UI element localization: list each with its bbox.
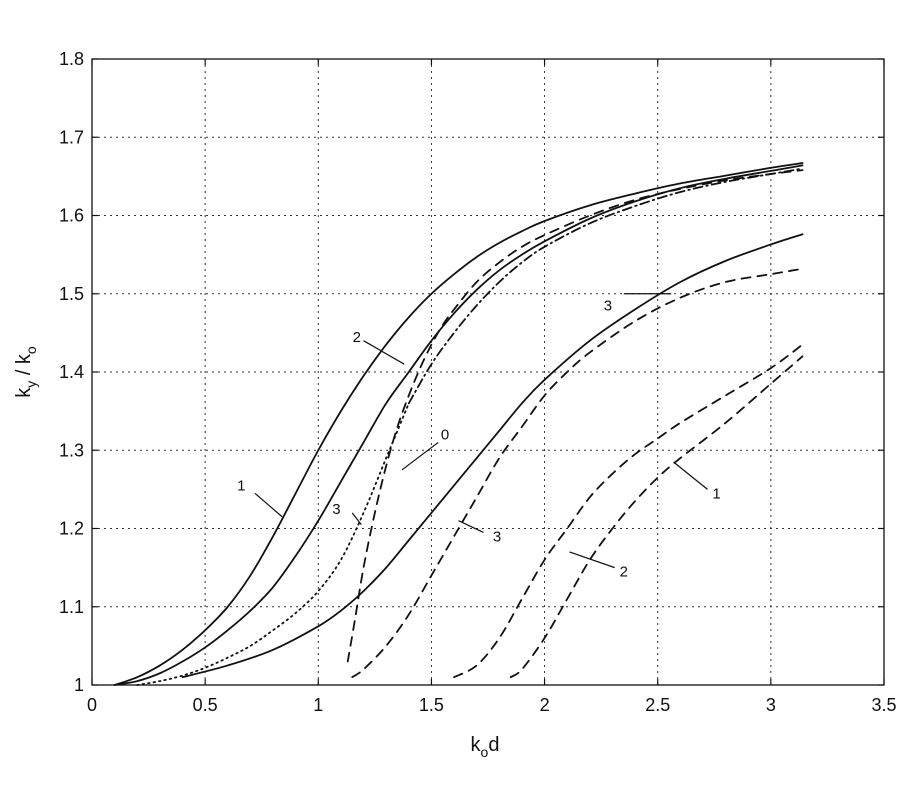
y-tick-label: 1.3 (59, 440, 84, 460)
series-line-dotted (136, 402, 410, 686)
annotation-leader (569, 551, 615, 569)
x-tick-label: 2.5 (645, 695, 670, 715)
annotation-leader (363, 340, 405, 365)
x-tick-label: 0.5 (193, 695, 218, 715)
annotation-leader (254, 492, 283, 518)
series-line-dashed (346, 169, 804, 663)
x-axis-label-subscript: o (481, 744, 489, 760)
y-axis-label-k: k (13, 387, 35, 398)
x-tick-label: 1 (313, 695, 323, 715)
curve-annotations: 1 2 3 0 3 3 1 2 (237, 293, 721, 581)
y-axis-label-divider: / k (13, 353, 35, 381)
annotation-label: 1 (712, 485, 720, 502)
annotation-leader (351, 512, 362, 525)
x-axis-label-main: k (471, 734, 482, 756)
y-tick-label: 1.5 (59, 284, 84, 304)
x-tick-labels: 0 0.5 1 1.5 2 2.5 3 3.5 (87, 695, 897, 715)
series-line-solid (113, 162, 804, 686)
annotation-leader (401, 441, 439, 471)
annotation-label: 2 (620, 564, 628, 581)
y-tick-label: 1.2 (59, 519, 84, 539)
series-line-dashed (509, 355, 804, 679)
data-series (113, 162, 804, 686)
series-line-dashed (453, 343, 804, 679)
y-axis-label: ky / ko (13, 346, 39, 398)
x-tick-label: 0 (87, 695, 97, 715)
x-axis-label: kod (471, 734, 500, 760)
x-tick-label: 1.5 (419, 695, 444, 715)
annotation-label: 3 (493, 528, 501, 545)
axis-ticks (91, 58, 885, 686)
x-tick-label: 3.5 (871, 695, 896, 715)
x-axis-label-tail: d (488, 734, 499, 756)
series-line-solid (113, 164, 804, 686)
annotation-label: 3 (332, 501, 340, 518)
y-tick-label: 1 (74, 675, 84, 695)
annotation-leader (673, 461, 708, 490)
x-tick-label: 2 (540, 695, 550, 715)
annotation-label: 2 (353, 329, 361, 346)
annotation-label: 0 (441, 427, 449, 444)
series-line-dashed (351, 267, 804, 679)
y-axis-label-subscript-y: y (23, 381, 39, 388)
y-tick-labels: 1 1.1 1.2 1.3 1.4 1.5 1.6 1.7 1.8 (59, 49, 84, 695)
x-tick-label: 3 (766, 695, 776, 715)
annotation-leader (458, 520, 484, 533)
y-tick-label: 1.6 (59, 206, 84, 226)
annotation-label: 1 (237, 477, 245, 494)
y-tick-label: 1.8 (59, 49, 84, 69)
series-line-solid (181, 233, 804, 679)
y-tick-label: 1.7 (59, 127, 84, 147)
y-tick-label: 1.4 (59, 362, 84, 382)
grid-lines (92, 59, 884, 685)
y-tick-label: 1.1 (59, 597, 84, 617)
series-line-dashdot (407, 167, 804, 405)
y-axis-label-subscript-o: o (23, 346, 39, 354)
annotation-label: 3 (604, 297, 612, 314)
